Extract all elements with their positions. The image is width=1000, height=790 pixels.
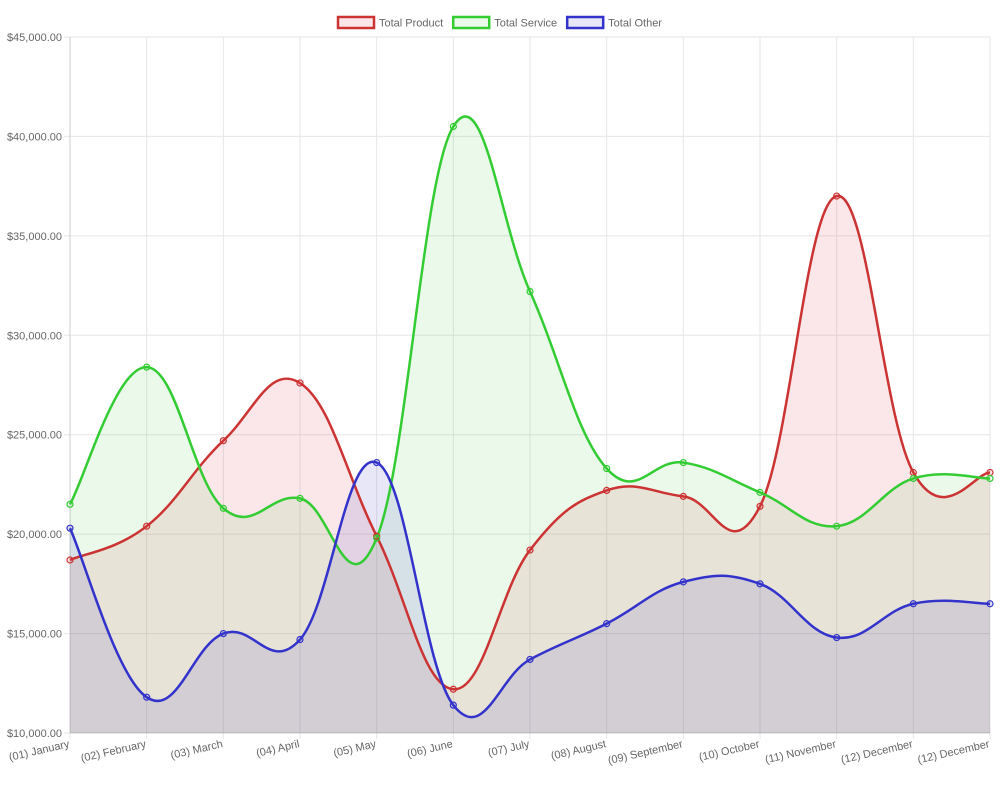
legend-swatch	[336, 15, 376, 30]
total-other-point[interactable]	[679, 578, 687, 586]
legend-label: Total Product	[379, 18, 443, 30]
total-service-point[interactable]	[679, 458, 687, 467]
total-service-point[interactable]	[373, 534, 381, 542]
total-service-line	[68, 115, 991, 566]
x-tick-label: (07) July	[487, 738, 531, 759]
series-lines	[68, 115, 991, 719]
total-other-point[interactable]	[603, 620, 611, 628]
total-product-line	[69, 194, 991, 691]
total-service-point[interactable]	[296, 494, 304, 502]
total-service-point[interactable]	[756, 488, 764, 496]
total-service-point[interactable]	[909, 474, 917, 483]
y-tick-label: $40,000.00	[7, 131, 62, 143]
total-product-point[interactable]	[909, 468, 917, 477]
x-tick-label: (12) December	[916, 738, 991, 766]
total-other-point[interactable]	[143, 693, 151, 701]
total-product-point[interactable]	[603, 486, 611, 494]
legend-label: Total Service	[494, 18, 557, 30]
x-tick-label: (01) January	[8, 738, 71, 764]
total-product-point[interactable]	[756, 502, 764, 510]
y-tick-label: $45,000.00	[7, 32, 62, 44]
x-axis-ticks: (01) January (02) February (03) March (04) …	[8, 738, 991, 767]
total-service-point[interactable]	[219, 504, 227, 512]
total-product-point[interactable]	[296, 379, 304, 387]
total-other-point[interactable]	[756, 580, 764, 588]
total-other-point[interactable]	[986, 600, 994, 608]
x-tick-label: (04) April	[255, 738, 301, 760]
x-tick-label: (03) March	[169, 738, 224, 762]
grid	[64, 36, 991, 739]
total-product-point[interactable]	[219, 437, 227, 445]
x-tick-label: (02) February	[80, 738, 148, 765]
total-other-point[interactable]	[833, 633, 841, 642]
total-service-point[interactable]	[986, 474, 994, 483]
x-tick-label: (05) May	[332, 738, 377, 760]
legend: Total Product Total Service Total Other	[336, 15, 662, 30]
total-other-point[interactable]	[373, 458, 381, 467]
total-other-point[interactable]	[909, 600, 917, 608]
total-service-point[interactable]	[833, 522, 841, 530]
total-product-point[interactable]	[66, 556, 74, 564]
y-tick-label: $30,000.00	[7, 330, 62, 342]
total-service-point[interactable]	[526, 287, 534, 296]
x-tick-label: (10) October	[698, 738, 761, 764]
total-product-area	[70, 195, 990, 733]
total-other-point[interactable]	[526, 655, 534, 664]
total-product-point[interactable]	[833, 192, 841, 200]
x-tick-label: (06) June	[406, 738, 454, 760]
series-points	[66, 122, 994, 709]
legend-item-total-product[interactable]: Total Product	[336, 15, 443, 30]
legend-label: Total Other	[608, 18, 662, 30]
y-tick-label: $10,000.00	[7, 728, 62, 740]
series-fills	[70, 116, 990, 734]
total-service-area	[70, 116, 990, 734]
total-other-area	[70, 461, 990, 733]
total-other-line	[68, 460, 991, 719]
total-other-point[interactable]	[296, 635, 304, 644]
total-other-point[interactable]	[66, 524, 74, 532]
x-tick-label: (11) November	[764, 738, 838, 766]
total-service-point[interactable]	[143, 363, 151, 371]
y-tick-label: $15,000.00	[7, 629, 62, 641]
total-product-point[interactable]	[143, 522, 151, 530]
y-tick-label: $25,000.00	[7, 430, 62, 442]
total-service-point[interactable]	[603, 464, 611, 473]
legend-item-total-service[interactable]: Total Service	[451, 15, 557, 30]
total-other-point[interactable]	[219, 629, 227, 638]
x-tick-label: (12) December	[840, 738, 915, 766]
legend-swatch	[565, 15, 605, 30]
total-product-point[interactable]	[679, 492, 687, 500]
legend-item-total-other[interactable]: Total Other	[565, 15, 662, 30]
legend-swatch	[451, 15, 491, 30]
total-product-point[interactable]	[449, 685, 457, 693]
x-tick-label: (08) August	[550, 738, 608, 762]
total-product-point[interactable]	[526, 546, 534, 554]
y-tick-label: $35,000.00	[7, 231, 62, 243]
total-other-point[interactable]	[449, 701, 457, 709]
total-service-point[interactable]	[449, 122, 457, 131]
total-service-point[interactable]	[66, 500, 74, 508]
y-tick-label: $20,000.00	[7, 529, 62, 541]
x-tick-label: (09) September	[607, 738, 684, 767]
total-product-point[interactable]	[986, 468, 994, 477]
y-axis-ticks: $10,000.00 $15,000.00 $20,000.00 $25,000.00…	[7, 32, 62, 740]
